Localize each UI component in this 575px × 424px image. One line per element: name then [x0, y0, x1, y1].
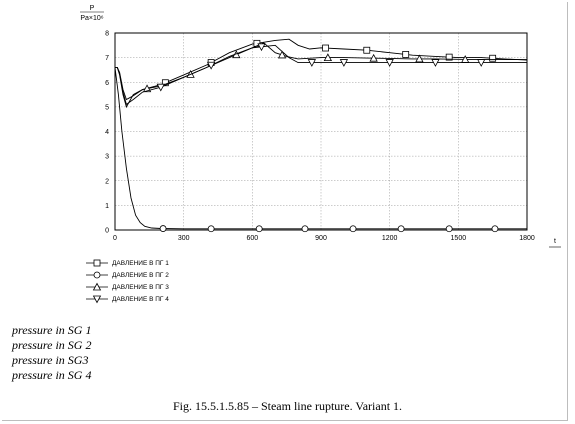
triangle-down-marker — [431, 59, 440, 67]
legend-item-sg2: ДАВЛЕНИЕ В ПГ 2 — [86, 269, 169, 281]
series-sg4 — [115, 43, 527, 106]
triangle-up-marker — [369, 53, 378, 62]
series-line — [115, 42, 527, 109]
x-tick-label: 1200 — [382, 235, 398, 242]
series-notes: pressure in SG 1 pressure in SG 2 pressu… — [12, 323, 91, 383]
y-tick-label: 5 — [105, 104, 109, 111]
tick-labels: 0 1 2 3 4 5 6 7 8 0 300 600 900 1200 1500 1800 — [105, 31, 535, 243]
triangle-down-marker — [477, 59, 486, 67]
circle-marker — [491, 225, 499, 233]
legend: ДАВЛЕНИЕ В ПГ 1 ДАВЛЕНИЕ В ПГ 2 ДАВЛЕНИЕ… — [86, 257, 169, 305]
square-marker — [253, 39, 261, 47]
triangle-up-marker — [415, 54, 424, 63]
triangle-down-marker-icon — [86, 295, 108, 304]
y-axis-label: P Pa×10⁶ — [80, 5, 104, 22]
square-marker — [363, 46, 371, 54]
y-tick-label: 1 — [105, 203, 109, 210]
y-tick-label: 3 — [105, 154, 109, 161]
square-marker — [445, 53, 453, 61]
square-marker — [322, 44, 329, 52]
series-sg2 — [114, 67, 527, 233]
series-layer — [114, 38, 528, 233]
figure-caption: Fig. 15.5.1.5.85 – Steam line rupture. V… — [172, 399, 403, 413]
x-tick-label: 600 — [246, 235, 258, 242]
note-sg4: pressure in SG 4 — [12, 368, 92, 382]
circle-marker — [349, 225, 357, 233]
circle-marker — [397, 225, 405, 233]
legend-item-sg1: ДАВЛЕНИЕ В ПГ 1 — [86, 257, 169, 269]
x-tick-label: 900 — [315, 235, 327, 242]
x-axis-label: t s — [549, 238, 561, 248]
triangle-up-marker — [277, 50, 287, 59]
legend-item-sg3: ДАВЛЕНИЕ В ПГ 3 — [86, 281, 169, 293]
legend-item-sg4: ДАВЛЕНИЕ В ПГ 4 — [86, 293, 169, 305]
legend-label-sg4: ДАВЛЕНИЕ В ПГ 4 — [112, 295, 169, 303]
circle-marker — [255, 225, 263, 233]
triangle-up-marker — [323, 53, 333, 62]
y-axis-symbol: P — [90, 5, 95, 12]
circle-marker-icon — [86, 271, 108, 279]
series-line — [115, 38, 528, 101]
x-tick-label: 1800 — [519, 235, 535, 242]
triangle-down-marker — [385, 59, 394, 67]
triangle-down-marker — [156, 83, 165, 92]
line-chart: 0 1 2 3 4 5 6 7 8 0 300 600 900 1200 1500 1800 P Pa×10⁶… — [80, 5, 561, 248]
legend-label-sg3: ДАВЛЕНИЕ В ПГ 3 — [112, 283, 169, 291]
circle-marker — [159, 225, 167, 232]
y-tick-label: 2 — [105, 178, 109, 185]
series-line — [115, 44, 527, 106]
x-tick-label: 1500 — [451, 235, 467, 242]
x-axis-symbol: t — [554, 238, 556, 245]
y-tick-label: 0 — [105, 228, 109, 235]
note-sg1: pressure in SG 1 — [12, 323, 92, 337]
y-tick-label: 4 — [105, 129, 109, 136]
series-sg1 — [115, 38, 528, 101]
x-tick-label: 300 — [178, 235, 190, 242]
note-sg3: pressure in SG3 — [12, 353, 89, 367]
triangle-down-marker — [206, 61, 216, 70]
triangle-down-marker — [257, 43, 266, 52]
plot-area — [114, 32, 528, 231]
circle-marker — [207, 225, 215, 233]
figure-frame — [2, 2, 568, 421]
x-tick-label: 0 — [113, 235, 117, 242]
triangle-down-marker — [339, 59, 349, 67]
square-marker — [489, 54, 497, 62]
square-marker-icon — [86, 259, 108, 267]
triangle-up-marker-icon — [86, 282, 108, 291]
y-tick-label: 6 — [105, 80, 109, 87]
legend-label-sg1: ДАВЛЕНИЕ В ПГ 1 — [112, 259, 169, 267]
circle-marker — [301, 225, 309, 233]
square-marker — [402, 51, 410, 58]
legend-label-sg2: ДАВЛЕНИЕ В ПГ 2 — [112, 271, 169, 279]
note-sg2: pressure in SG 2 — [12, 338, 92, 352]
y-tick-label: 8 — [105, 31, 109, 38]
circle-marker — [445, 225, 453, 233]
y-tick-label: 7 — [105, 55, 109, 62]
y-axis-unit: Pa×10⁶ — [80, 15, 103, 22]
triangle-down-marker — [307, 59, 317, 67]
